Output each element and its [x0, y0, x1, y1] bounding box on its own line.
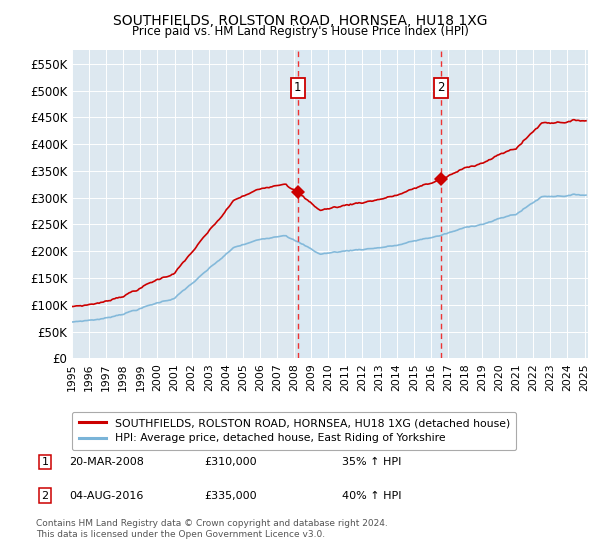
Text: Contains HM Land Registry data © Crown copyright and database right 2024.
This d: Contains HM Land Registry data © Crown c…	[36, 520, 388, 539]
Text: 20-MAR-2008: 20-MAR-2008	[69, 457, 144, 467]
Text: 1: 1	[294, 81, 302, 95]
Bar	[298, 50, 441, 358]
Text: £310,000: £310,000	[204, 457, 257, 467]
Text: 2: 2	[41, 491, 49, 501]
Text: 40% ↑ HPI: 40% ↑ HPI	[342, 491, 401, 501]
Legend: SOUTHFIELDS, ROLSTON ROAD, HORNSEA, HU18 1XG (detached house), HPI: Average pric: SOUTHFIELDS, ROLSTON ROAD, HORNSEA, HU18…	[72, 412, 516, 450]
Text: 35% ↑ HPI: 35% ↑ HPI	[342, 457, 401, 467]
Text: SOUTHFIELDS, ROLSTON ROAD, HORNSEA, HU18 1XG: SOUTHFIELDS, ROLSTON ROAD, HORNSEA, HU18…	[113, 14, 487, 28]
Text: £335,000: £335,000	[204, 491, 257, 501]
Text: 04-AUG-2016: 04-AUG-2016	[69, 491, 143, 501]
Bar	[441, 50, 588, 358]
Text: Price paid vs. HM Land Registry's House Price Index (HPI): Price paid vs. HM Land Registry's House …	[131, 25, 469, 38]
Text: 1: 1	[41, 457, 49, 467]
Text: 2: 2	[437, 81, 445, 95]
